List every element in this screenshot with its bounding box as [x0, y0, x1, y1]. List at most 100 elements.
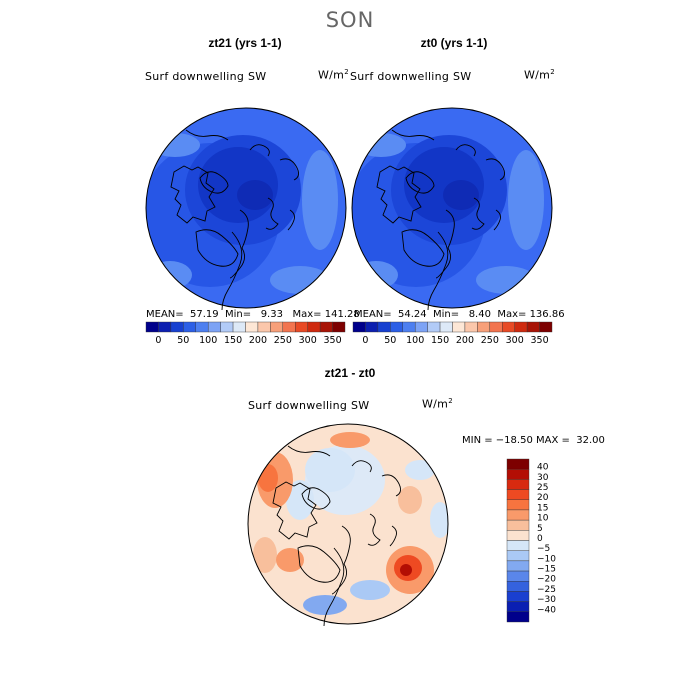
colorbar-tick-label: 15	[537, 503, 548, 513]
panel-title-zt0: zt0 (yrs 1-1)	[420, 36, 488, 50]
colorbar-tick-label: 300	[506, 335, 524, 346]
colorbar-swatch	[502, 321, 515, 333]
colorbar-swatch	[195, 321, 209, 333]
coastlines-difference	[272, 445, 401, 627]
colorbar-tick-label: 5	[537, 524, 543, 534]
colorbar-swatch	[257, 321, 271, 333]
colorbar-swatch	[506, 560, 530, 572]
colorbar-swatch	[506, 509, 530, 521]
panel-variable-label-zt21: Surf downwelling SW	[145, 70, 267, 83]
colorbar-swatch	[464, 321, 478, 333]
colorbar-tick-label: 30	[537, 473, 549, 483]
colorbar-swatch	[282, 321, 296, 333]
colorbar-swatch	[452, 321, 466, 333]
colorbar-swatch	[145, 321, 159, 333]
colorbar-tick-label: −25	[537, 585, 556, 595]
colorbar-swatch	[514, 321, 528, 333]
colorbar-swatch	[245, 321, 259, 333]
colorbar-swatch	[506, 479, 530, 490]
colorbar-swatch	[506, 591, 530, 602]
map-difference	[247, 423, 449, 627]
colorbar-tick-label: 100	[406, 335, 424, 346]
colorbar-swatch	[352, 321, 366, 333]
diff-variable-label: Surf downwelling SW	[248, 399, 370, 412]
colorbar-tick-label: −5	[537, 544, 550, 554]
colorbar-swatch	[506, 489, 530, 500]
colorbar-swatch	[506, 540, 530, 551]
colorbar-swatch	[489, 321, 503, 333]
colorbar-tick-label: 50	[177, 335, 189, 346]
colorbar-tick-label: −40	[537, 605, 556, 615]
colorbar-swatch	[232, 321, 246, 333]
colorbar-swatch	[414, 321, 428, 333]
colorbar-swatch	[506, 499, 530, 511]
colorbar-swatch	[390, 321, 403, 333]
colorbar-tick-label: 250	[481, 335, 499, 346]
colorbar-swatch	[183, 321, 196, 333]
colorbar-swatch	[307, 321, 321, 333]
panel-title-zt21: zt21 (yrs 1-1)	[208, 36, 282, 50]
colorbar-swatch	[332, 321, 346, 333]
colorbar-swatch	[377, 321, 391, 333]
colorbar-swatch	[439, 321, 453, 333]
colorbar-tick-label: 20	[537, 493, 549, 503]
colorbar-swatch	[506, 581, 530, 592]
colorbar-tick-label: 25	[537, 483, 548, 493]
colorbar-swatch	[506, 458, 530, 470]
colorbar-tick-label: 0	[362, 335, 368, 346]
coastlines-zt0	[376, 129, 505, 311]
colorbar-swatch	[427, 321, 441, 333]
colorbar-swatch	[526, 321, 540, 333]
colorbar-swatch	[506, 550, 530, 562]
colorbar-tick-label: 40	[537, 463, 549, 473]
colorbar-tick-label: 0	[155, 335, 161, 346]
map-zt21	[145, 107, 347, 311]
colorbar-swatch	[477, 321, 491, 333]
colorbar-zt0: 0 50 100 150 200 250 300 350	[352, 321, 553, 346]
diff-stats: MIN = −18.50 MAX = 32.00	[462, 435, 605, 446]
colorbar-tick-label: 350	[530, 335, 548, 346]
colorbar-tick-label: −20	[537, 575, 556, 585]
map-zt0	[351, 107, 553, 311]
colorbar-swatch	[207, 321, 221, 333]
colorbar-swatch	[170, 321, 184, 333]
panel-variable-label-zt0: Surf downwelling SW	[350, 70, 472, 83]
colorbar-tick-label: 200	[456, 335, 474, 346]
diff-panel-title: zt21 - zt0	[324, 366, 376, 380]
colorbar-zt21: 0 50 100 150 200 250 300 350	[145, 321, 346, 346]
colorbar-swatch	[158, 321, 172, 333]
colorbar-tick-label: 150	[224, 335, 242, 346]
panel-units-zt0: W/m2	[524, 68, 555, 82]
colorbar-swatch	[295, 321, 308, 333]
colorbar-tick-label: 350	[323, 335, 341, 346]
colorbar-tick-label: 200	[249, 335, 267, 346]
colorbar-swatch	[506, 601, 530, 613]
colorbar-tick-label: −15	[537, 565, 556, 575]
figure-title: SON	[325, 8, 375, 32]
colorbar-tick-label: 0	[537, 534, 543, 544]
colorbar-tick-label: 10	[537, 514, 549, 524]
colorbar-swatch	[539, 321, 553, 333]
colorbar-swatch	[506, 611, 530, 623]
colorbar-swatch	[402, 321, 416, 333]
panel-stats-zt21: MEAN= 57.19 Min= 9.33 Max= 141.28	[146, 309, 360, 320]
colorbar-tick-label: 100	[199, 335, 217, 346]
colorbar-tick-label: 50	[384, 335, 396, 346]
diff-units: W/m2	[422, 397, 453, 411]
colorbar-swatch	[270, 321, 284, 333]
coastlines-zt21	[170, 129, 299, 311]
colorbar-swatch	[506, 570, 530, 582]
colorbar-swatch	[506, 468, 530, 480]
colorbar-swatch	[506, 530, 530, 541]
colorbar-tick-label: −30	[537, 595, 556, 605]
panel-units-zt21: W/m2	[318, 68, 349, 82]
colorbar-swatch	[220, 321, 234, 333]
colorbar-tick-label: 150	[431, 335, 449, 346]
colorbar-swatch	[506, 519, 530, 531]
colorbar-tick-label: 300	[299, 335, 317, 346]
colorbar-swatch	[319, 321, 333, 333]
colorbar-swatch	[365, 321, 379, 333]
colorbar-tick-label: −10	[537, 554, 556, 564]
